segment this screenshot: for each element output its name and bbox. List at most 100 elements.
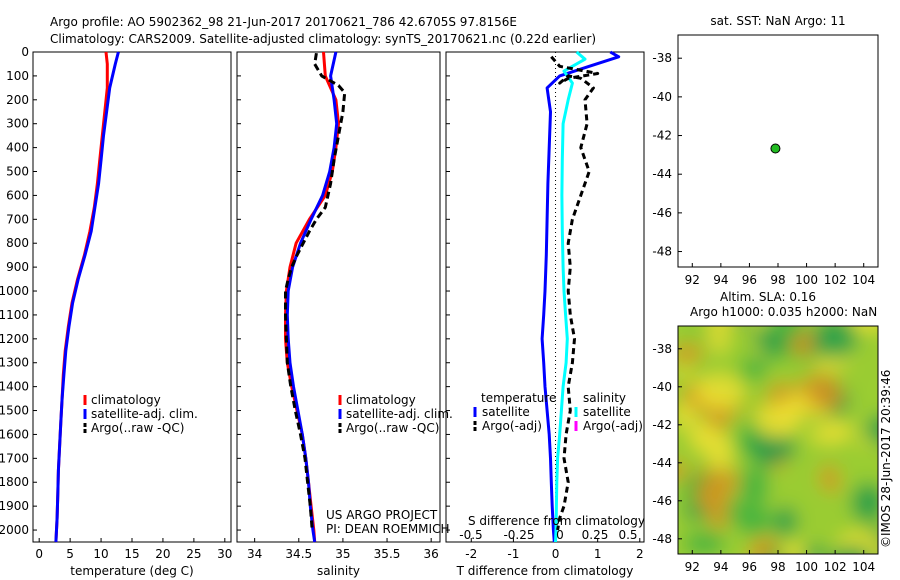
y-tick-label: -46 [652,206,672,220]
heatmap-field [678,326,878,554]
x-tick-label: 34 [247,547,262,561]
y-tick-label: 1700 [0,451,29,465]
project-credit: US ARGO PROJECT [326,508,438,522]
y-tick-label: -44 [652,456,672,470]
x-tick-label: 102 [824,273,847,287]
y-tick-label: 400 [6,141,29,155]
difference-panel: -2 -1 0 1 2T difference from climatology temp… [445,50,645,578]
x-tick-label: 30 [217,547,232,561]
y-tick-label: 300 [6,117,29,131]
plot-frame [236,51,441,543]
x-tick-label: 92 [685,273,700,287]
x-tick-label: 0 [552,547,560,561]
location-map-panel: 92 94 96 98 100 102 104 -38 -40 -42 -44 -46 -48 sat. … [652,14,879,287]
x-axis-label: salinity [317,564,360,578]
y-tick-label: 700 [6,212,29,226]
legend-entry: satellite [482,405,530,419]
y-tick-label: 1600 [0,427,29,441]
x-tick-label: 10 [93,547,108,561]
y-tick-label: 800 [6,236,29,250]
x-tick-label: 35.5 [374,547,401,561]
heatmap-blob [749,327,781,351]
top-x-tick-label: 0 [556,528,564,542]
heatmap-blob [754,403,800,439]
series-line-satellite-adj-clim- [54,51,120,543]
argo-position-marker [770,143,781,154]
x-tick-label: -1 [507,547,519,561]
salinity-panel: 34 34.5 35 35.5 36 salinity climatologysatelli… [236,51,453,578]
heatmap-blob [740,464,769,508]
heatmap-blob [678,326,711,347]
legend-group-title: temperature [481,391,556,405]
y-tick-label: -46 [652,494,672,508]
legend-entry: Argo(-adj) [583,419,643,433]
heatmap-blob [771,326,805,340]
series-line-satellite [554,50,587,543]
heatmap-blob [771,355,813,386]
y-tick-label: 1800 [0,475,29,489]
temperature-panel: 0 5 10 15 20 25 300100200300400500600700800900… [0,45,232,578]
map-title: sat. SST: NaN Argo: 11 [710,14,845,28]
y-tick-label: 1500 [0,404,29,418]
y-tick-label: 1100 [0,308,29,322]
top-x-tick-label: 0.25 [582,528,609,542]
series-line-argo-raw-qc- [284,52,347,528]
x-tick-label: 96 [742,560,757,574]
series-line-climatology [284,51,340,543]
heatmap-blob [725,326,756,363]
legend-entry: climatology [91,393,161,407]
heatmap-blob [847,326,878,332]
y-tick-label: 1400 [0,380,29,394]
x-tick-label: 20 [155,547,170,561]
top-x-tick-label: -0.25 [503,528,534,542]
x-tick-label: 94 [713,560,728,574]
legend-group-title: salinity [583,391,626,405]
series-line-climatology [54,51,109,543]
y-tick-label: -38 [652,342,672,356]
y-tick-label: 100 [6,69,29,83]
heatmap-blob [801,545,827,554]
x-tick-label: 98 [770,273,785,287]
y-tick-label: -44 [652,167,672,181]
x-tick-label: 98 [770,560,785,574]
y-tick-label: 500 [6,165,29,179]
heatmap-smoothed [678,326,878,554]
x-tick-label: 0 [35,547,43,561]
x-tick-label: 92 [685,560,700,574]
legend-entry: satellite-adj. clim. [91,407,198,421]
heatmap-blob [696,477,731,515]
x-tick-label: 25 [186,547,201,561]
heatmap-blob [851,482,878,523]
x-tick-label: 104 [852,273,875,287]
heatmap-blob [834,454,856,483]
heatmap-blob [678,462,687,480]
y-tick-label: -42 [652,418,672,432]
heatmap-blob [678,343,703,363]
heatmap-title-line1: Altim. SLA: 0.16 [720,290,816,304]
x-tick-label: 34.5 [285,547,312,561]
y-tick-label: -40 [652,380,672,394]
heatmap-blob [735,505,773,536]
heatmap-blob [857,383,878,412]
legend-entry: Argo(..raw -QC) [91,421,184,435]
x-tick-label: 1 [594,547,602,561]
y-tick-label: -38 [652,51,672,65]
y-tick-label: 900 [6,260,29,274]
top-x-tick-label: 0.5 [618,528,637,542]
heatmap-blob [689,420,718,452]
legend-entry: climatology [346,393,416,407]
heatmap-blob [811,326,858,360]
legend-entry: satellite-adj. clim. [346,407,453,421]
imos-credit: ©IMOS 28-Jun-2017 20:39:46 [879,370,893,548]
heatmap-blob [694,374,744,410]
x-tick-label: 36 [424,547,439,561]
x-tick-label: 35 [335,547,350,561]
x-tick-label: 104 [852,560,875,574]
series-line-satellite [540,50,621,543]
header-line2: Climatology: CARS2009. Satellite-adjuste… [50,32,596,46]
y-tick-label: -42 [652,129,672,143]
y-tick-label: 1200 [0,332,29,346]
x-tick-label: 96 [742,273,757,287]
header-line1: Argo profile: AO 5902362_98 21-Jun-2017 … [50,15,517,29]
